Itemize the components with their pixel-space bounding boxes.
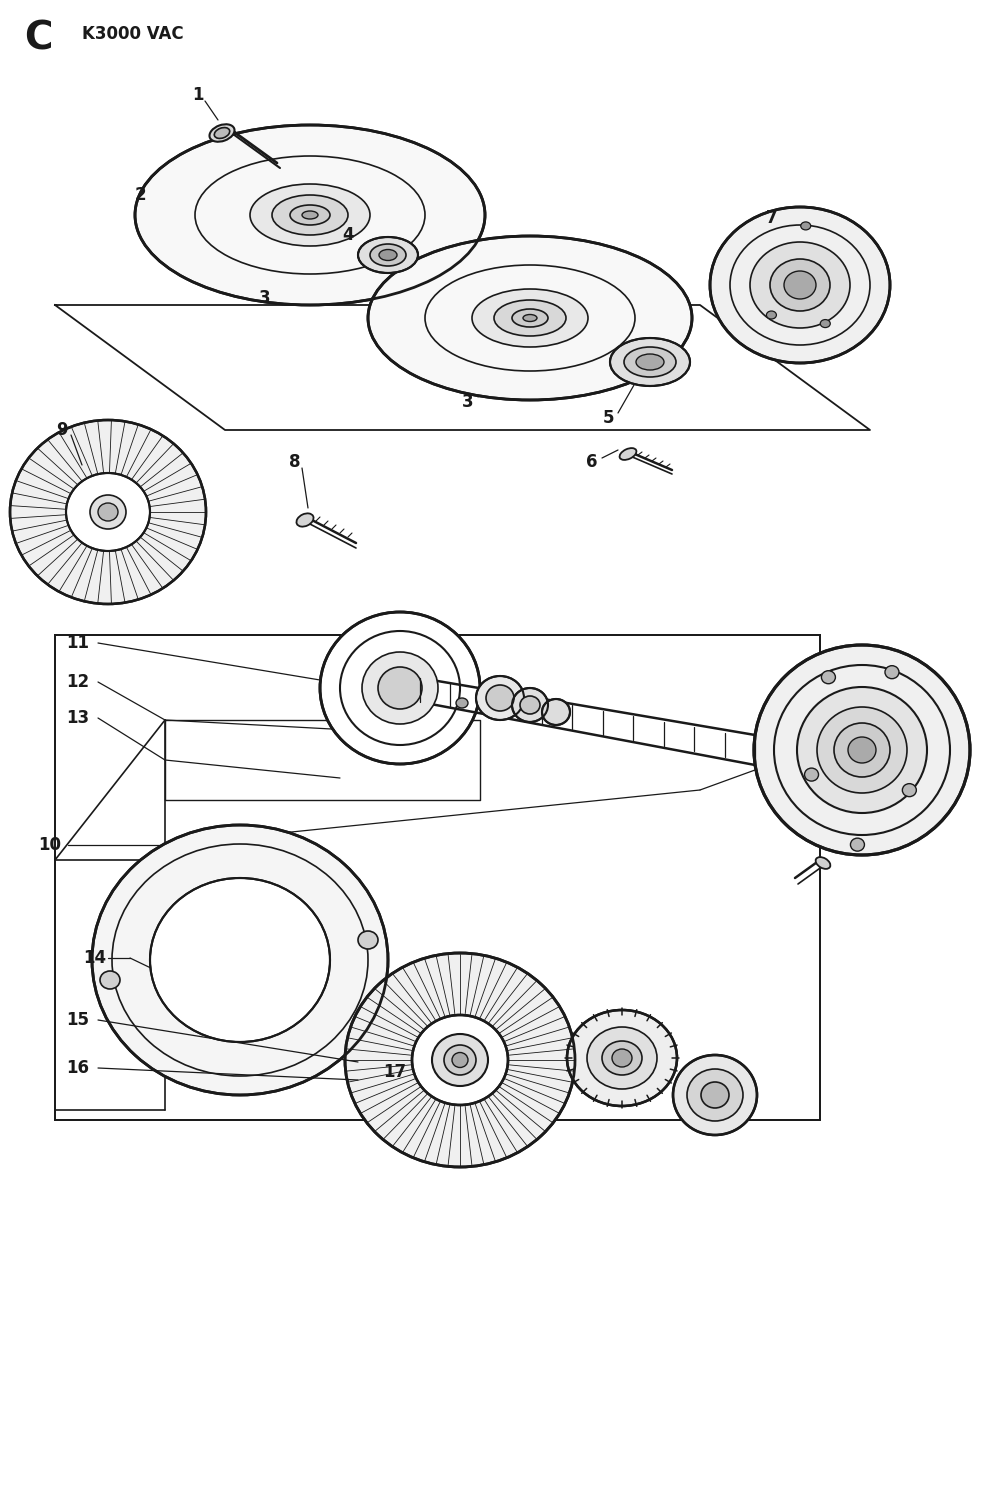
Text: C: C — [24, 20, 52, 57]
Ellipse shape — [358, 931, 378, 950]
Ellipse shape — [902, 783, 916, 797]
Ellipse shape — [710, 207, 890, 363]
Ellipse shape — [612, 1049, 632, 1067]
Ellipse shape — [512, 308, 548, 327]
Ellipse shape — [412, 1015, 508, 1105]
Ellipse shape — [452, 1052, 468, 1067]
Ellipse shape — [542, 699, 570, 724]
Text: 9: 9 — [56, 420, 68, 438]
Ellipse shape — [150, 878, 330, 1042]
Text: 3: 3 — [462, 393, 474, 411]
Ellipse shape — [784, 271, 816, 299]
Ellipse shape — [214, 127, 230, 139]
Text: 1: 1 — [192, 86, 204, 104]
Text: 15: 15 — [66, 1012, 90, 1030]
Ellipse shape — [750, 242, 850, 328]
Ellipse shape — [885, 665, 899, 679]
Ellipse shape — [816, 857, 830, 869]
Text: 7: 7 — [766, 209, 778, 227]
Ellipse shape — [766, 311, 776, 319]
Ellipse shape — [817, 708, 907, 792]
Ellipse shape — [378, 667, 422, 709]
Text: 17: 17 — [383, 1063, 407, 1081]
Ellipse shape — [797, 686, 927, 813]
Ellipse shape — [358, 237, 418, 274]
Ellipse shape — [290, 206, 330, 225]
Ellipse shape — [320, 612, 480, 764]
Ellipse shape — [770, 259, 830, 311]
Ellipse shape — [296, 514, 314, 526]
Text: 6: 6 — [586, 454, 598, 472]
Ellipse shape — [848, 736, 876, 764]
Ellipse shape — [432, 1034, 488, 1086]
Ellipse shape — [754, 646, 970, 854]
Ellipse shape — [90, 494, 126, 529]
Ellipse shape — [610, 339, 690, 386]
Ellipse shape — [456, 699, 468, 708]
Ellipse shape — [687, 1069, 743, 1120]
Ellipse shape — [523, 314, 537, 322]
Text: 5: 5 — [602, 410, 614, 426]
Ellipse shape — [834, 723, 890, 777]
Ellipse shape — [368, 236, 692, 401]
Text: 8: 8 — [289, 454, 301, 472]
Ellipse shape — [10, 420, 206, 603]
Ellipse shape — [98, 503, 118, 522]
Ellipse shape — [379, 249, 397, 260]
Text: 16: 16 — [66, 1058, 90, 1077]
Ellipse shape — [624, 346, 676, 376]
Polygon shape — [55, 305, 870, 429]
Ellipse shape — [636, 354, 664, 370]
Ellipse shape — [472, 289, 588, 346]
Ellipse shape — [821, 671, 835, 683]
Ellipse shape — [362, 652, 438, 724]
Text: 10: 10 — [38, 836, 62, 854]
Ellipse shape — [567, 1010, 677, 1105]
Ellipse shape — [673, 1055, 757, 1136]
Text: 11: 11 — [66, 634, 90, 652]
Ellipse shape — [520, 696, 540, 714]
Ellipse shape — [620, 448, 636, 460]
Ellipse shape — [801, 222, 811, 230]
Ellipse shape — [476, 676, 524, 720]
Ellipse shape — [587, 1027, 657, 1089]
Ellipse shape — [444, 1045, 476, 1075]
Text: 3: 3 — [259, 289, 271, 307]
Ellipse shape — [602, 1040, 642, 1075]
Text: K3000 VAC: K3000 VAC — [82, 26, 184, 42]
Text: 14: 14 — [83, 950, 107, 968]
Ellipse shape — [850, 838, 864, 851]
Ellipse shape — [805, 768, 819, 782]
Text: 13: 13 — [66, 709, 90, 727]
Ellipse shape — [100, 971, 120, 989]
Text: 4: 4 — [342, 225, 354, 243]
Ellipse shape — [250, 184, 370, 246]
Text: 12: 12 — [66, 673, 90, 691]
Ellipse shape — [209, 124, 235, 142]
Ellipse shape — [370, 243, 406, 266]
Ellipse shape — [135, 125, 485, 305]
Ellipse shape — [701, 1083, 729, 1108]
Ellipse shape — [92, 826, 388, 1095]
Ellipse shape — [66, 473, 150, 550]
Ellipse shape — [820, 319, 830, 328]
Text: 2: 2 — [134, 186, 146, 204]
Ellipse shape — [512, 688, 548, 723]
Ellipse shape — [494, 299, 566, 336]
Ellipse shape — [345, 953, 575, 1167]
Ellipse shape — [302, 212, 318, 219]
Ellipse shape — [272, 195, 348, 234]
Ellipse shape — [486, 685, 514, 711]
